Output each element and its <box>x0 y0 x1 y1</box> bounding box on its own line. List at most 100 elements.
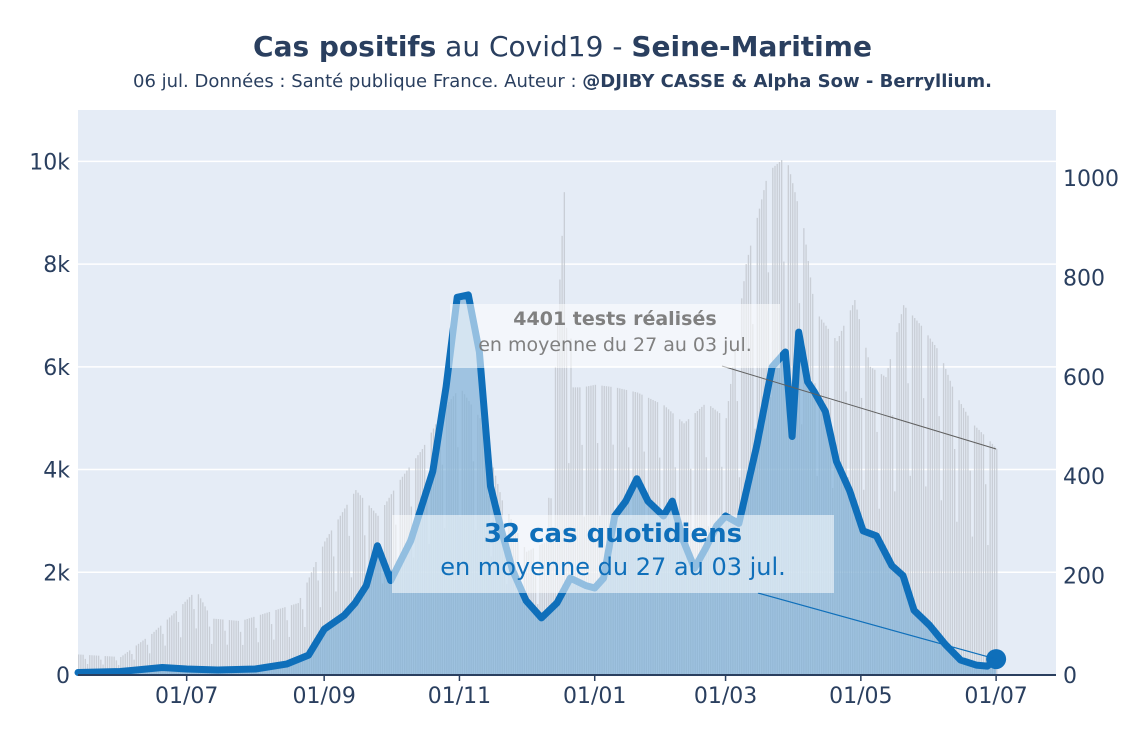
tests-bar <box>940 500 943 675</box>
tests-bar <box>889 359 892 675</box>
tests-bar <box>328 534 330 675</box>
tests-bar <box>228 620 231 675</box>
tests-annotation-period: en moyenne du 27 au 03 jul. <box>478 334 752 356</box>
tests-bar <box>896 332 898 675</box>
tests-bar <box>104 656 106 675</box>
cases-point <box>928 623 932 627</box>
tests-bar <box>996 449 998 675</box>
cases-point <box>307 653 311 657</box>
tests-bar <box>78 654 80 675</box>
x-tick-label: 01/01 <box>563 684 626 709</box>
tests-bar <box>151 633 153 675</box>
tests-bar <box>902 305 905 675</box>
tests-bar <box>299 597 302 675</box>
tests-bar <box>927 335 929 675</box>
tests-bar <box>953 449 956 675</box>
cases-point <box>755 444 759 448</box>
tests-bar <box>273 639 275 675</box>
tests-bar <box>171 615 173 675</box>
tests-bar <box>222 619 224 675</box>
tests-bar <box>202 602 204 675</box>
tests-bar <box>539 544 541 675</box>
cases-point <box>823 410 827 414</box>
subtitle-bold: @DJIBY CASSE & Alpha Sow - Berryllium. <box>582 71 992 92</box>
tests-annotation: 4401 tests réalisés en moyenne du 27 au … <box>450 304 780 368</box>
cases-point <box>624 499 628 503</box>
tests-bar <box>874 369 876 675</box>
tests-bar <box>958 400 960 675</box>
cases-point <box>783 350 787 354</box>
tests-bar <box>911 315 914 675</box>
cases-point <box>375 544 379 548</box>
tests-bar <box>142 640 144 675</box>
cases-point <box>284 662 288 666</box>
tests-bar <box>191 594 193 675</box>
chart-subtitle: 06 jul. Données : Santé publique France.… <box>0 71 1125 92</box>
tests-bar <box>140 642 142 675</box>
tests-bar <box>967 415 969 675</box>
tests-bar <box>242 644 244 675</box>
tests-bar <box>262 614 264 675</box>
tests-bar <box>193 609 195 675</box>
y-left-tick-label: 10k <box>29 150 70 175</box>
tests-bar <box>157 627 160 675</box>
tests-bar <box>570 338 572 675</box>
tests-bar <box>993 446 996 675</box>
tests-bar <box>208 626 211 675</box>
tests-bar <box>295 603 297 675</box>
tests-bar <box>253 616 255 675</box>
tests-bar <box>308 577 310 675</box>
cases-point <box>253 667 257 671</box>
tests-bar <box>135 645 137 675</box>
cases-point <box>901 574 905 578</box>
tests-bar <box>177 621 180 675</box>
tests-annotation-value: 4401 tests réalisés <box>513 308 717 330</box>
x-tick-label: 01/09 <box>292 684 355 709</box>
tests-bar <box>248 618 251 675</box>
tests-bar <box>980 432 982 675</box>
cases-point <box>444 385 448 389</box>
tests-bar <box>124 653 126 675</box>
tests-bar <box>168 617 171 675</box>
tests-bar <box>947 374 949 675</box>
cases-point <box>848 489 852 493</box>
y-left-tick-label: 2k <box>43 561 70 586</box>
tests-bar <box>885 377 887 675</box>
tests-bar <box>259 614 262 675</box>
cases-point <box>160 666 164 670</box>
tests-bar <box>226 644 228 675</box>
tests-bar <box>284 607 286 675</box>
cases-point <box>216 668 220 672</box>
tests-bar <box>565 327 568 675</box>
tests-bar <box>219 619 222 675</box>
cases-point <box>912 608 916 612</box>
tests-bar <box>922 398 925 675</box>
tests-bar <box>344 508 346 675</box>
tests-bar <box>282 607 284 675</box>
y-right-tick-label: 1000 <box>1063 167 1119 192</box>
tests-bar <box>180 637 182 675</box>
tests-bar <box>734 349 736 675</box>
tests-bar <box>858 319 860 675</box>
tests-bar <box>286 620 288 675</box>
tests-bar <box>962 407 965 675</box>
cases-point <box>76 671 80 675</box>
tests-bar <box>880 374 883 675</box>
cases-point <box>185 667 189 671</box>
tests-bar <box>111 656 113 675</box>
tests-bar <box>559 279 561 675</box>
tests-bar <box>268 611 271 675</box>
tests-bar <box>146 644 149 675</box>
tests-bar <box>965 411 967 675</box>
tests-bar <box>126 652 129 675</box>
y-left-tick-label: 8k <box>43 253 70 278</box>
tests-bar <box>887 368 889 675</box>
cases-point <box>118 670 122 674</box>
tests-bar <box>865 347 867 675</box>
tests-bar <box>854 300 856 675</box>
tests-bar <box>907 383 909 675</box>
tests-bar <box>255 627 257 675</box>
tests-bar <box>313 567 315 675</box>
y-right-axis: 0 200 400 600 800 1000 <box>1063 167 1119 689</box>
tests-bar <box>317 580 319 675</box>
